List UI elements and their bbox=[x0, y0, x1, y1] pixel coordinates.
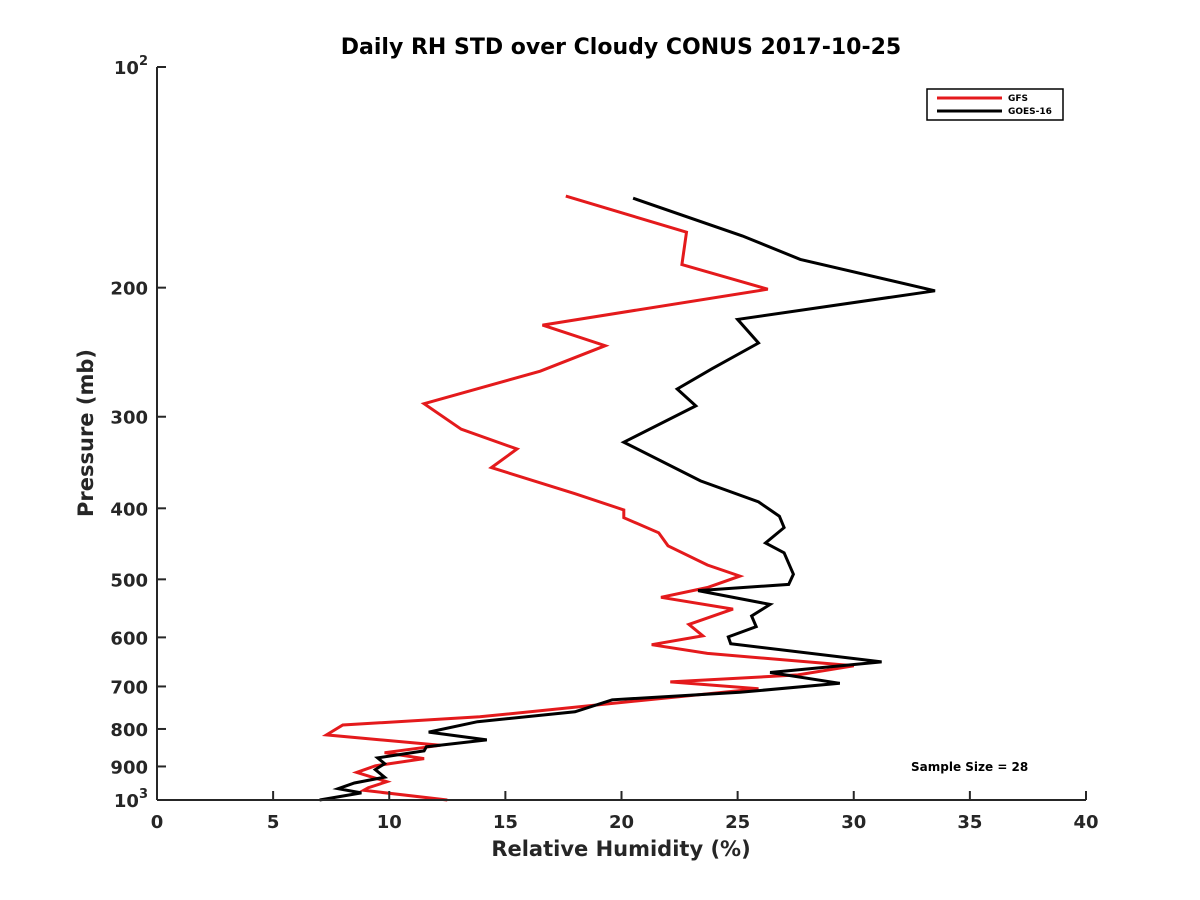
y-tick-label: 900 bbox=[110, 757, 148, 778]
legend-label: GFS bbox=[1008, 94, 1028, 104]
y-tick-label: 600 bbox=[110, 628, 148, 649]
y-tick-label: 800 bbox=[110, 720, 148, 741]
x-tick-label: 30 bbox=[841, 812, 866, 833]
x-tick-label: 35 bbox=[957, 812, 982, 833]
series-layer bbox=[319, 194, 936, 802]
x-tick-label: 40 bbox=[1073, 812, 1098, 833]
x-tick-label: 25 bbox=[725, 812, 750, 833]
y-axis-label: Pressure (mb) bbox=[74, 349, 98, 517]
legend: GFS GOES-16 bbox=[926, 88, 1064, 121]
y-tick-label: 102 bbox=[114, 54, 148, 79]
series-line-gfs bbox=[321, 194, 855, 802]
plot-area: Daily RH STD over Cloudy CONUS 2017-10-2… bbox=[74, 35, 1099, 861]
y-tick-label: 300 bbox=[110, 408, 148, 429]
y-tick-label: 103 bbox=[114, 787, 148, 812]
legend-label: GOES-16 bbox=[1008, 107, 1052, 117]
x-tick-label: 20 bbox=[609, 812, 634, 833]
y-tick-label: 200 bbox=[110, 279, 148, 300]
x-tick-label: 5 bbox=[267, 812, 280, 833]
y-tick-label-exponent: 3 bbox=[139, 787, 148, 802]
x-tick-label: 15 bbox=[493, 812, 518, 833]
y-tick-label: 500 bbox=[110, 570, 148, 591]
y-tick-label-exponent: 2 bbox=[139, 54, 148, 69]
y-tick-label: 400 bbox=[110, 499, 148, 520]
y-tick-label-base: 10 bbox=[114, 58, 139, 79]
x-tick-label: 10 bbox=[377, 812, 402, 833]
x-tick-label: 0 bbox=[151, 812, 164, 833]
legend-entries: GFS GOES-16 bbox=[937, 94, 1052, 117]
legend-box bbox=[926, 88, 1064, 121]
sample-size-annotation: Sample Size = 28 bbox=[911, 760, 1028, 774]
x-axis-label: Relative Humidity (%) bbox=[491, 837, 750, 861]
y-tick-label: 700 bbox=[110, 677, 148, 698]
chart-title: Daily RH STD over Cloudy CONUS 2017-10-2… bbox=[341, 35, 901, 60]
y-tick-label-base: 10 bbox=[114, 791, 139, 812]
x-axis-ticks: 0 5 10 15 20 25 30 35 40 bbox=[151, 791, 1099, 833]
series-line-goes-16 bbox=[319, 196, 936, 802]
